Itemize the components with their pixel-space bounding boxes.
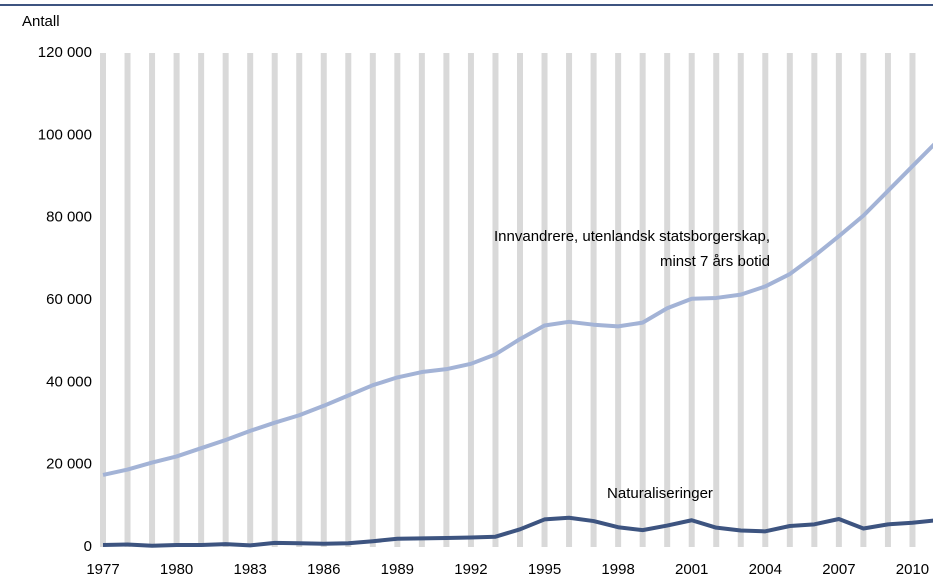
y-tick-label: 120 000: [38, 44, 92, 61]
line: [102, 142, 933, 477]
x-tick-label: 1995: [528, 561, 561, 578]
x-tick-label: 1977: [86, 561, 119, 578]
y-tick-label: 20 000: [46, 456, 92, 473]
series-label: Naturaliseringer: [607, 485, 713, 502]
x-tick-label: 1989: [381, 561, 414, 578]
line: [102, 515, 933, 548]
series-label: Innvandrere, utenlandsk statsborgerskap,…: [494, 228, 770, 270]
x-tick-label: 2007: [822, 561, 855, 578]
y-tick-label: 80 000: [46, 209, 92, 226]
y-tick-label: 100 000: [38, 126, 92, 143]
x-tick-label: 2004: [749, 561, 782, 578]
y-tick-label: 40 000: [46, 373, 92, 390]
x-tick-label: 2001: [675, 561, 708, 578]
y-tick-label: 60 000: [46, 291, 92, 308]
x-tick-label: 1998: [601, 561, 634, 578]
y-axis-label: Antall: [22, 13, 60, 30]
x-tick-label: 1980: [160, 561, 193, 578]
x-tick-label: 1986: [307, 561, 340, 578]
x-tick-label: 1992: [454, 561, 487, 578]
y-tick-label: 0: [84, 538, 92, 555]
x-tick-label: 2010: [896, 561, 929, 578]
x-tick-label: 1983: [233, 561, 266, 578]
plot: [100, 53, 933, 548]
